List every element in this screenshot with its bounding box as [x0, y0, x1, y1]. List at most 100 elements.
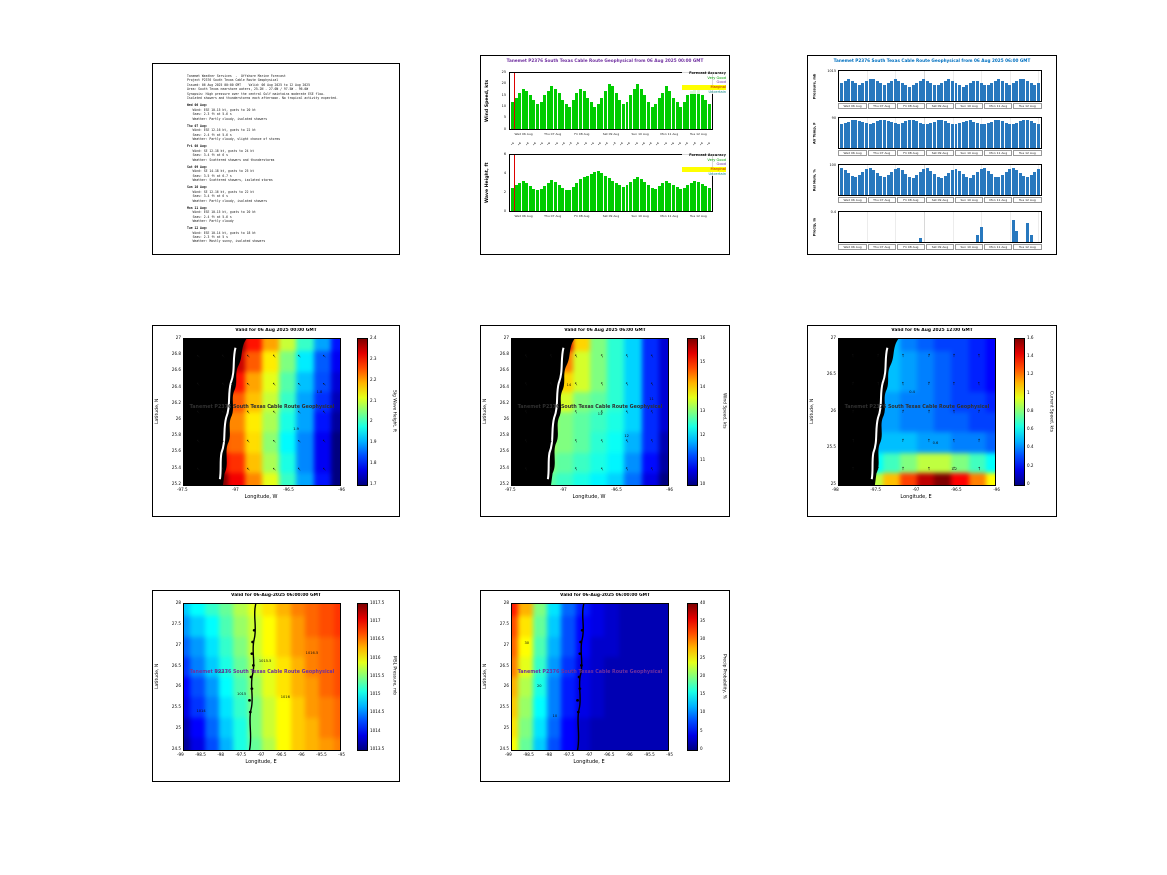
- vector-arrow: →: [650, 409, 657, 415]
- tick-label: 26: [503, 416, 509, 422]
- bar: [993, 176, 997, 195]
- bar: [922, 79, 926, 101]
- field-cell: [899, 391, 917, 412]
- bar: [561, 187, 565, 211]
- tick-label: 30: [700, 636, 706, 642]
- field-cell: [204, 697, 219, 718]
- tick-label: Tue 12 Aug: [1013, 103, 1042, 109]
- bar: [1029, 234, 1033, 242]
- field-cell: [951, 391, 969, 412]
- longitude-axis-label: Longitude, W: [572, 494, 606, 500]
- wind-direction-arrows: → → → → → → → → → → → → → → → → → → → → → → → → → → → →: [510, 140, 712, 148]
- field-cell: [304, 604, 320, 617]
- bar: [518, 183, 522, 211]
- field-cell: [968, 412, 986, 433]
- bar: [979, 169, 983, 195]
- bar: [993, 81, 997, 101]
- field-cell: [555, 412, 573, 433]
- bar: [557, 93, 561, 129]
- longitude-axis-label: Longitude, E: [900, 494, 932, 500]
- field-cell: [899, 351, 917, 372]
- map-watermark: Tanemet P2376 South Texas Cable Route Ge…: [517, 404, 663, 410]
- field-cell: [184, 737, 191, 750]
- field-cell: [546, 697, 562, 718]
- tick-label: 27: [830, 335, 836, 340]
- tick-label: 14: [700, 383, 706, 389]
- field-cell: [917, 351, 935, 372]
- field-cell: [604, 604, 619, 617]
- field-cell: [658, 391, 668, 412]
- field-cell: [561, 737, 576, 750]
- bar: [857, 121, 861, 148]
- field-cell: [290, 656, 305, 677]
- field-cell: [184, 656, 191, 677]
- land-coastline: [839, 339, 899, 485]
- vector-arrow: →: [246, 380, 253, 387]
- field-cell: [330, 351, 340, 372]
- field-cell: [589, 737, 605, 750]
- field-cell: [561, 717, 576, 738]
- bar: [911, 119, 915, 148]
- bar: [943, 175, 947, 195]
- tick-label: 25.6: [499, 448, 509, 454]
- map-watermark: Tanemet P2376 South Texas Cable Route Ge…: [189, 404, 335, 410]
- field-cell: [934, 412, 952, 433]
- bar: [965, 85, 969, 101]
- bar: [1033, 122, 1037, 148]
- bar: [997, 79, 1001, 101]
- tick-label: Wed 06 Aug: [514, 214, 533, 218]
- vector-arrow: →: [927, 381, 933, 386]
- tick-label: 5: [503, 115, 506, 120]
- field-cell: [184, 697, 191, 718]
- tick-label: 0: [503, 208, 506, 213]
- field-cell: [313, 351, 331, 372]
- tick-label: 25: [830, 480, 836, 486]
- field-cell: [190, 616, 205, 637]
- field-cells: [512, 604, 668, 750]
- field-cell: [247, 737, 262, 750]
- field-cell: [218, 697, 234, 718]
- bar: [847, 173, 851, 195]
- field-cell: [518, 616, 533, 637]
- bar: [847, 121, 851, 148]
- field-cell: [227, 452, 245, 473]
- vector-arrow: →: [322, 352, 329, 359]
- field-cell: [661, 737, 668, 750]
- tick-label: Fri 08 Aug: [896, 150, 926, 156]
- vector-arrow: →: [650, 380, 657, 387]
- vector-arrow: →: [195, 380, 202, 387]
- tick-label: Thu 07 Aug: [544, 214, 562, 218]
- vector-arrow: →: [599, 380, 606, 387]
- bar: [1001, 121, 1004, 148]
- bar: [968, 177, 972, 195]
- field-cell: [190, 717, 205, 738]
- field-cell: [227, 472, 245, 485]
- report-line: Seas: 2-3 ft at 5-6 s: [187, 112, 232, 117]
- bar: [1004, 83, 1008, 101]
- tick-label: Wed 06 Aug: [514, 132, 533, 136]
- bar: [893, 79, 897, 101]
- bar: [1018, 79, 1022, 101]
- latitude-ticks: 28 27.5 27 26.5 26 25.5 25 24.5: [162, 600, 181, 751]
- tick-label: Sat 09 Aug: [925, 150, 955, 156]
- bar: [915, 83, 919, 101]
- bar: [536, 104, 540, 129]
- field-cell: [313, 472, 331, 485]
- field-cell: [319, 737, 334, 750]
- bar: [1008, 168, 1012, 195]
- bar: [850, 120, 854, 148]
- field-cell: [658, 351, 668, 372]
- bar: [1033, 85, 1037, 101]
- vector-arrow: →: [574, 352, 581, 359]
- field-cell: [261, 697, 277, 718]
- bar: [875, 173, 879, 195]
- bar: [936, 177, 940, 195]
- field-cell: [262, 351, 280, 372]
- bar: [1018, 173, 1022, 195]
- vector-arrow: →: [574, 409, 581, 415]
- latitude-ticks: 28 27.5 27 26.5 26 25.5 25 24.5: [490, 600, 509, 751]
- bar: [657, 185, 661, 211]
- vector-arrow: →: [901, 466, 907, 471]
- field-cell: [290, 677, 305, 698]
